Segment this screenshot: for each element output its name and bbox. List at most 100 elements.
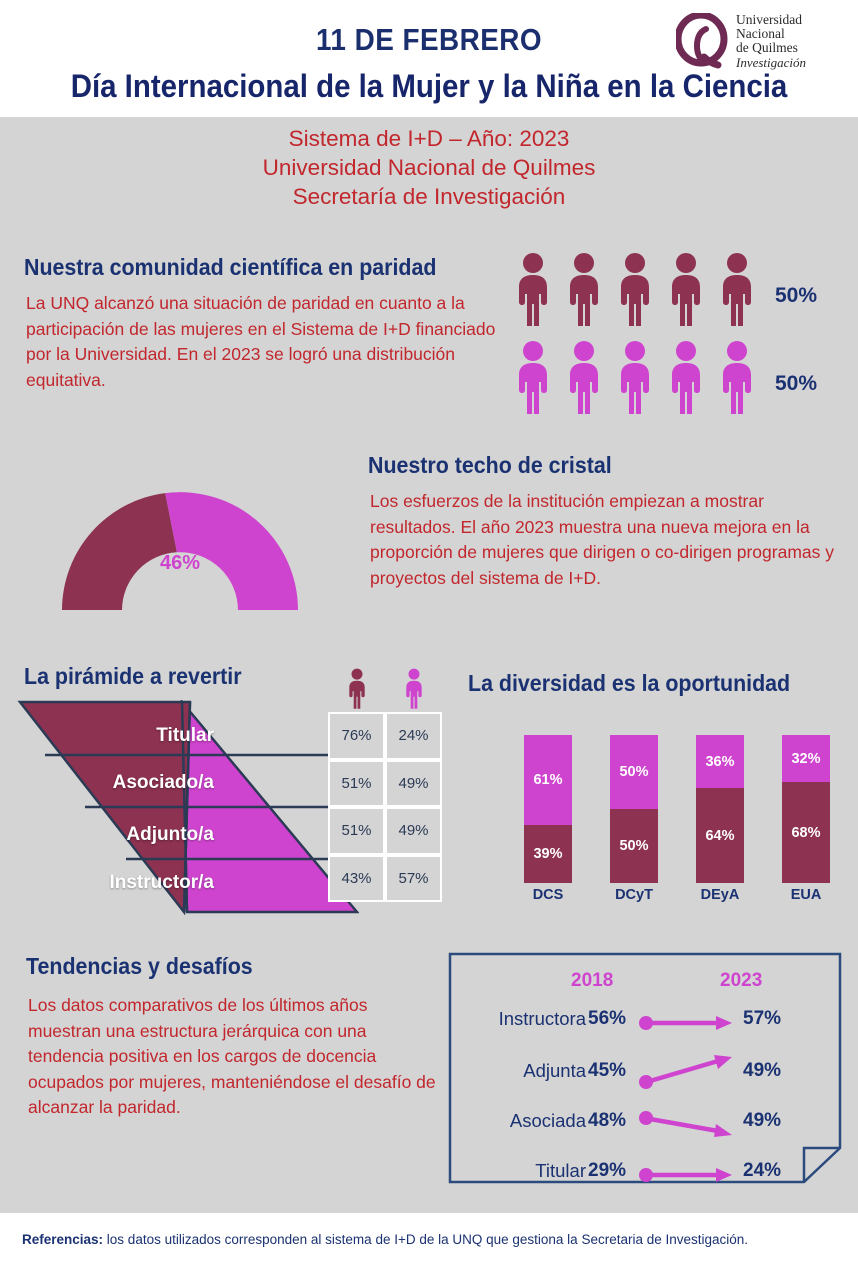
trends-year-2023: 2023 [720, 970, 763, 991]
cell-male: 76% [328, 712, 385, 760]
trend-label: Titular [535, 1160, 586, 1181]
parity-pictogram-chart: 50% 50% [513, 252, 858, 422]
header-date: 11 DE FEBRERO [315, 22, 543, 57]
bar-segment-female: 61% [524, 735, 572, 826]
bar-category-label: DEyA [700, 887, 740, 903]
gauge-center-label: 46% [159, 552, 201, 574]
bar-segment-female: 50% [610, 735, 658, 809]
pictogram-row-female [513, 340, 757, 416]
person-icon-male [570, 253, 598, 326]
trend-row-instructora: Instructora 56% 57% [448, 1008, 842, 1054]
bar-segment-male: 39% [524, 825, 572, 883]
pyramid-section-title: La pirámide a revertir [24, 663, 242, 689]
table-row: 51% 49% [328, 759, 442, 807]
person-icon-female [723, 341, 751, 414]
inverted-pyramid-chart [17, 700, 359, 915]
person-icon-male [621, 253, 649, 326]
bar-category-label: DCS [532, 887, 564, 903]
logo-line-4: Investigación [736, 54, 807, 70]
q-letter-logo-icon [676, 13, 728, 69]
table-header-female [385, 664, 442, 710]
trend-value-2018: 29% [588, 1160, 627, 1181]
page-title: Día Internacional de la Mujer y la Niña … [70, 68, 788, 104]
footer-references: Referencias: los datos utilizados corres… [0, 1232, 748, 1247]
trend-value-2018: 56% [588, 1008, 627, 1029]
person-icon-male [348, 668, 365, 709]
person-icon-female [621, 341, 649, 414]
unq-logo: Universidad Nacional de Quilmes Investig… [676, 10, 838, 72]
table-header-male [328, 664, 385, 710]
trend-row-asociada: Asociada 48% 49% [448, 1110, 842, 1156]
gauge-segment-female [165, 492, 298, 610]
unq-logo-text: Universidad Nacional de Quilmes Investig… [736, 11, 807, 70]
subtitle-line-3: Secretaría de Investigación [292, 184, 566, 209]
bar-segment-male: 68% [782, 782, 830, 883]
person-icon-female [405, 668, 422, 709]
logo-line-1: Universidad [736, 11, 802, 27]
trend-row-adjunta: Adjunta 45% 49% [448, 1055, 842, 1106]
cell-female: 57% [385, 854, 442, 902]
pyramid-level-adjunto: Adjunto/a [126, 824, 214, 845]
pyramid-level-titular: Titular [156, 725, 214, 746]
cell-female: 24% [385, 712, 442, 760]
trend-label: Adjunta [523, 1060, 586, 1081]
trends-section-body: Los datos comparativos de los últimos añ… [28, 995, 436, 1117]
footer-label: Referencias: [22, 1231, 104, 1247]
bar-segment-female: 32% [782, 735, 830, 783]
trend-value-2018: 48% [588, 1110, 627, 1131]
bar-stack: 50% 50% [610, 735, 658, 883]
community-section-body: La UNQ alcanzó una situación de paridad … [26, 293, 496, 390]
trends-slope-chart: 2018 2023 Instructora 56% 57% Adjunta 45… [448, 952, 842, 1184]
community-section-title: Nuestra comunidad científica en paridad [24, 254, 437, 280]
bar-stack: 36% 64% [696, 735, 744, 883]
person-icon-male [672, 253, 700, 326]
trend-row-titular: Titular 29% 24% [448, 1160, 842, 1206]
footer-body: los datos utilizados corresponden al sis… [103, 1231, 749, 1247]
female-share-label: 50% [775, 372, 818, 395]
trend-value-2023: 49% [743, 1060, 782, 1081]
pictogram-row-male [513, 252, 757, 328]
trend-value-2023: 49% [743, 1110, 782, 1131]
person-icon-female [519, 341, 547, 414]
trend-label: Instructora [498, 1008, 586, 1029]
trend-arrow-flat-icon [639, 1168, 732, 1182]
bar-group-deya: 36% 64% DEyA [696, 735, 744, 903]
table-row: 76% 24% [328, 712, 442, 760]
bar-segment-male: 50% [610, 809, 658, 883]
bar-stack: 61% 39% [524, 735, 572, 883]
person-icon-male [519, 253, 547, 326]
trends-box-outline [448, 952, 842, 1184]
table-row: 43% 57% [328, 854, 442, 902]
table-row: 51% 49% [328, 807, 442, 855]
trend-value-2023: 24% [743, 1160, 782, 1181]
pyramid-level-instructor: Instructor/a [109, 872, 214, 893]
trends-section-title: Tendencias y desafíos [26, 953, 253, 979]
trend-arrow-flat-icon [639, 1016, 732, 1030]
glass-ceiling-section-title: Nuestro techo de cristal [368, 452, 612, 478]
cell-male: 51% [328, 759, 385, 807]
trend-label: Asociada [509, 1110, 586, 1131]
glass-ceiling-section-body: Los esfuerzos de la institución empiezan… [370, 491, 834, 588]
diversity-section-title: La diversidad es la oportunidad [468, 670, 791, 696]
gauge-segment-male [62, 493, 177, 610]
cell-male: 43% [328, 854, 385, 902]
footer-bar: Referencias: los datos utilizados corres… [0, 1213, 858, 1265]
logo-line-3: de Quilmes [736, 40, 798, 56]
trend-arrow-up-icon [639, 1055, 732, 1089]
trends-year-2018: 2018 [571, 970, 614, 991]
bar-category-label: DCyT [615, 887, 653, 903]
bar-segment-male: 64% [696, 788, 744, 883]
diversity-stacked-bar-chart: 61% 39% DCS 50% 50% DCyT 36% 64% DEyA 32… [500, 735, 845, 915]
glass-ceiling-gauge-chart [62, 492, 298, 610]
subtitle-block: Sistema de I+D – Año: 2023 Universidad N… [0, 124, 858, 211]
bar-stack: 32% 68% [782, 735, 830, 883]
bar-group-eua: 32% 68% EUA [782, 735, 830, 903]
cell-male: 51% [328, 807, 385, 855]
trend-value-2023: 57% [743, 1008, 782, 1029]
bar-group-dcs: 61% 39% DCS [524, 735, 572, 903]
pyramid-table-header-icons [328, 664, 442, 710]
person-icon-female [570, 341, 598, 414]
logo-line-2: Nacional [736, 25, 785, 41]
subtitle-line-2: Universidad Nacional de Quilmes [262, 155, 596, 180]
bar-category-label: EUA [790, 887, 822, 903]
